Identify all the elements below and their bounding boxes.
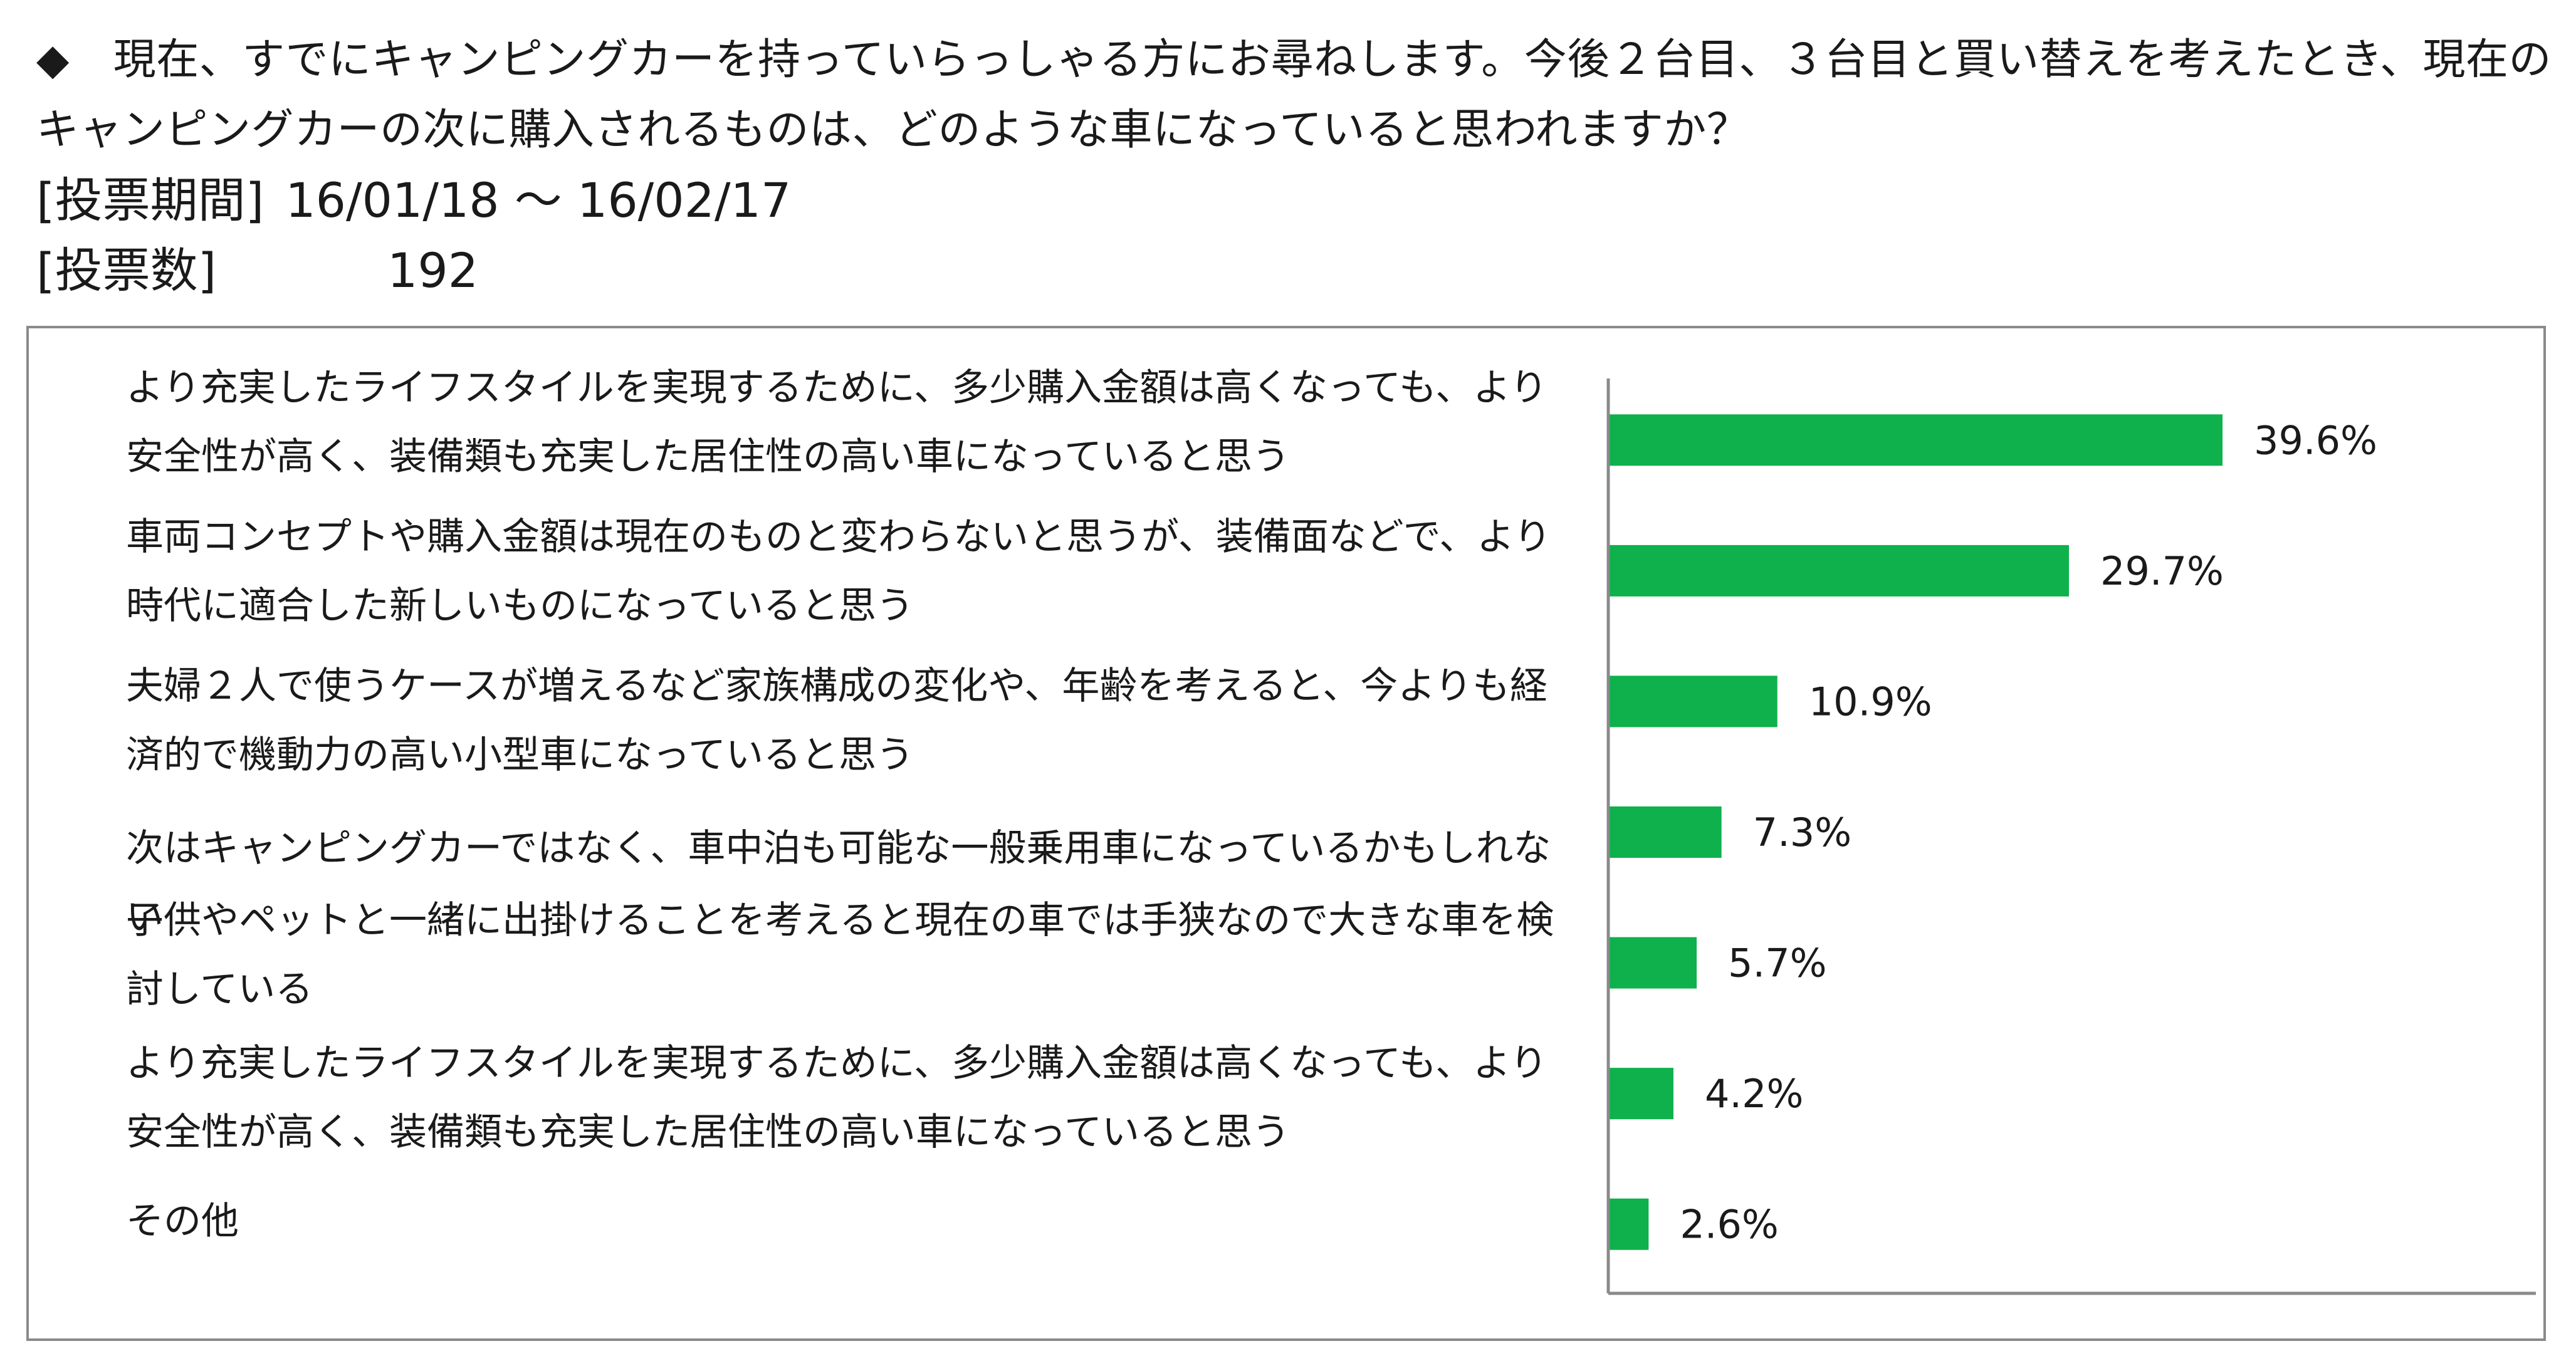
data-label-1: 39.6% bbox=[2254, 417, 2377, 463]
vote-count: [投票数] 192 bbox=[36, 236, 2543, 306]
vote-count-label: [投票数] bbox=[36, 242, 217, 298]
question-line-2: キャンピングカーの次に購入されるものは、どのような車になっていると思われますか？ bbox=[36, 105, 1750, 155]
data-label-5: 5.7% bbox=[1728, 941, 1827, 986]
category-label-3: 夫婦２人で使うケースが増えるなど家族構成の変化や、年齢を考えると、今よりも経済的… bbox=[126, 664, 1547, 777]
data-label-7: 2.6% bbox=[1680, 1202, 1779, 1248]
bar-chart: 39.6% 29.7% 10.9% 7.3% 5.7% 4.2% 2.6% bbox=[1606, 378, 2536, 1295]
diamond-bullet-icon: ◆ bbox=[36, 35, 70, 85]
bar-5 bbox=[1608, 937, 1697, 989]
category-labels: より充実したライフスタイルを実現するために、多少購入金額は高くなっても、より安全… bbox=[126, 328, 1580, 1338]
bar-1 bbox=[1608, 414, 2223, 466]
voting-period-value: 16/01/18 ～ 16/02/17 bbox=[285, 172, 792, 228]
chart-frame: より充実したライフスタイルを実現するために、多少購入金額は高くなっても、より安全… bbox=[26, 326, 2546, 1341]
header: ◆ 現在、すでにキャンピングカーを持っていらっしゃる方にお尋ねします。今後２台目、… bbox=[36, 25, 2552, 306]
data-label-6: 4.2% bbox=[1705, 1071, 1804, 1117]
category-label-4: 次はキャンピングカーではなく、車中泊も可能な一般乗用車になっているかもしれない bbox=[126, 827, 1551, 939]
data-label-2: 29.7% bbox=[2100, 548, 2224, 594]
vote-count-value: 192 bbox=[387, 242, 479, 298]
category-label-2: 車両コンセプトや購入金額は現在のものと変わらないと思うが、装備面などで、より時代… bbox=[126, 515, 1551, 628]
bar-2 bbox=[1608, 545, 2069, 597]
question-line-1: ◆ 現在、すでにキャンピングカーを持っていらっしゃる方にお尋ねします。今後２台目、… bbox=[36, 25, 2552, 95]
voting-period-label: [投票期間] bbox=[36, 172, 264, 228]
data-label-3: 10.9% bbox=[1809, 679, 1932, 724]
bar-7 bbox=[1608, 1198, 1649, 1250]
data-label-4: 7.3% bbox=[1753, 810, 1852, 855]
bar-3 bbox=[1608, 675, 1778, 727]
category-label-6: より充実したライフスタイルを実現するために、多少購入金額は高くなっても、より安全… bbox=[126, 1041, 1547, 1154]
category-label-5: 子供やペットと一緒に出掛けることを考えると現在の車では手狭なので大きな車を検討し… bbox=[126, 899, 1554, 1011]
category-label-1: より充実したライフスタイルを実現するために、多少購入金額は高くなっても、より安全… bbox=[126, 366, 1547, 479]
bar-6 bbox=[1608, 1068, 1673, 1120]
voting-period: [投票期間] 16/01/18 ～ 16/02/17 bbox=[36, 165, 2543, 236]
category-label-7: その他 bbox=[126, 1199, 239, 1243]
bar-4 bbox=[1608, 806, 1722, 858]
question-text-1: 現在、すでにキャンピングカーを持っていらっしゃる方にお尋ねします。今後２台目、３… bbox=[113, 35, 2552, 85]
